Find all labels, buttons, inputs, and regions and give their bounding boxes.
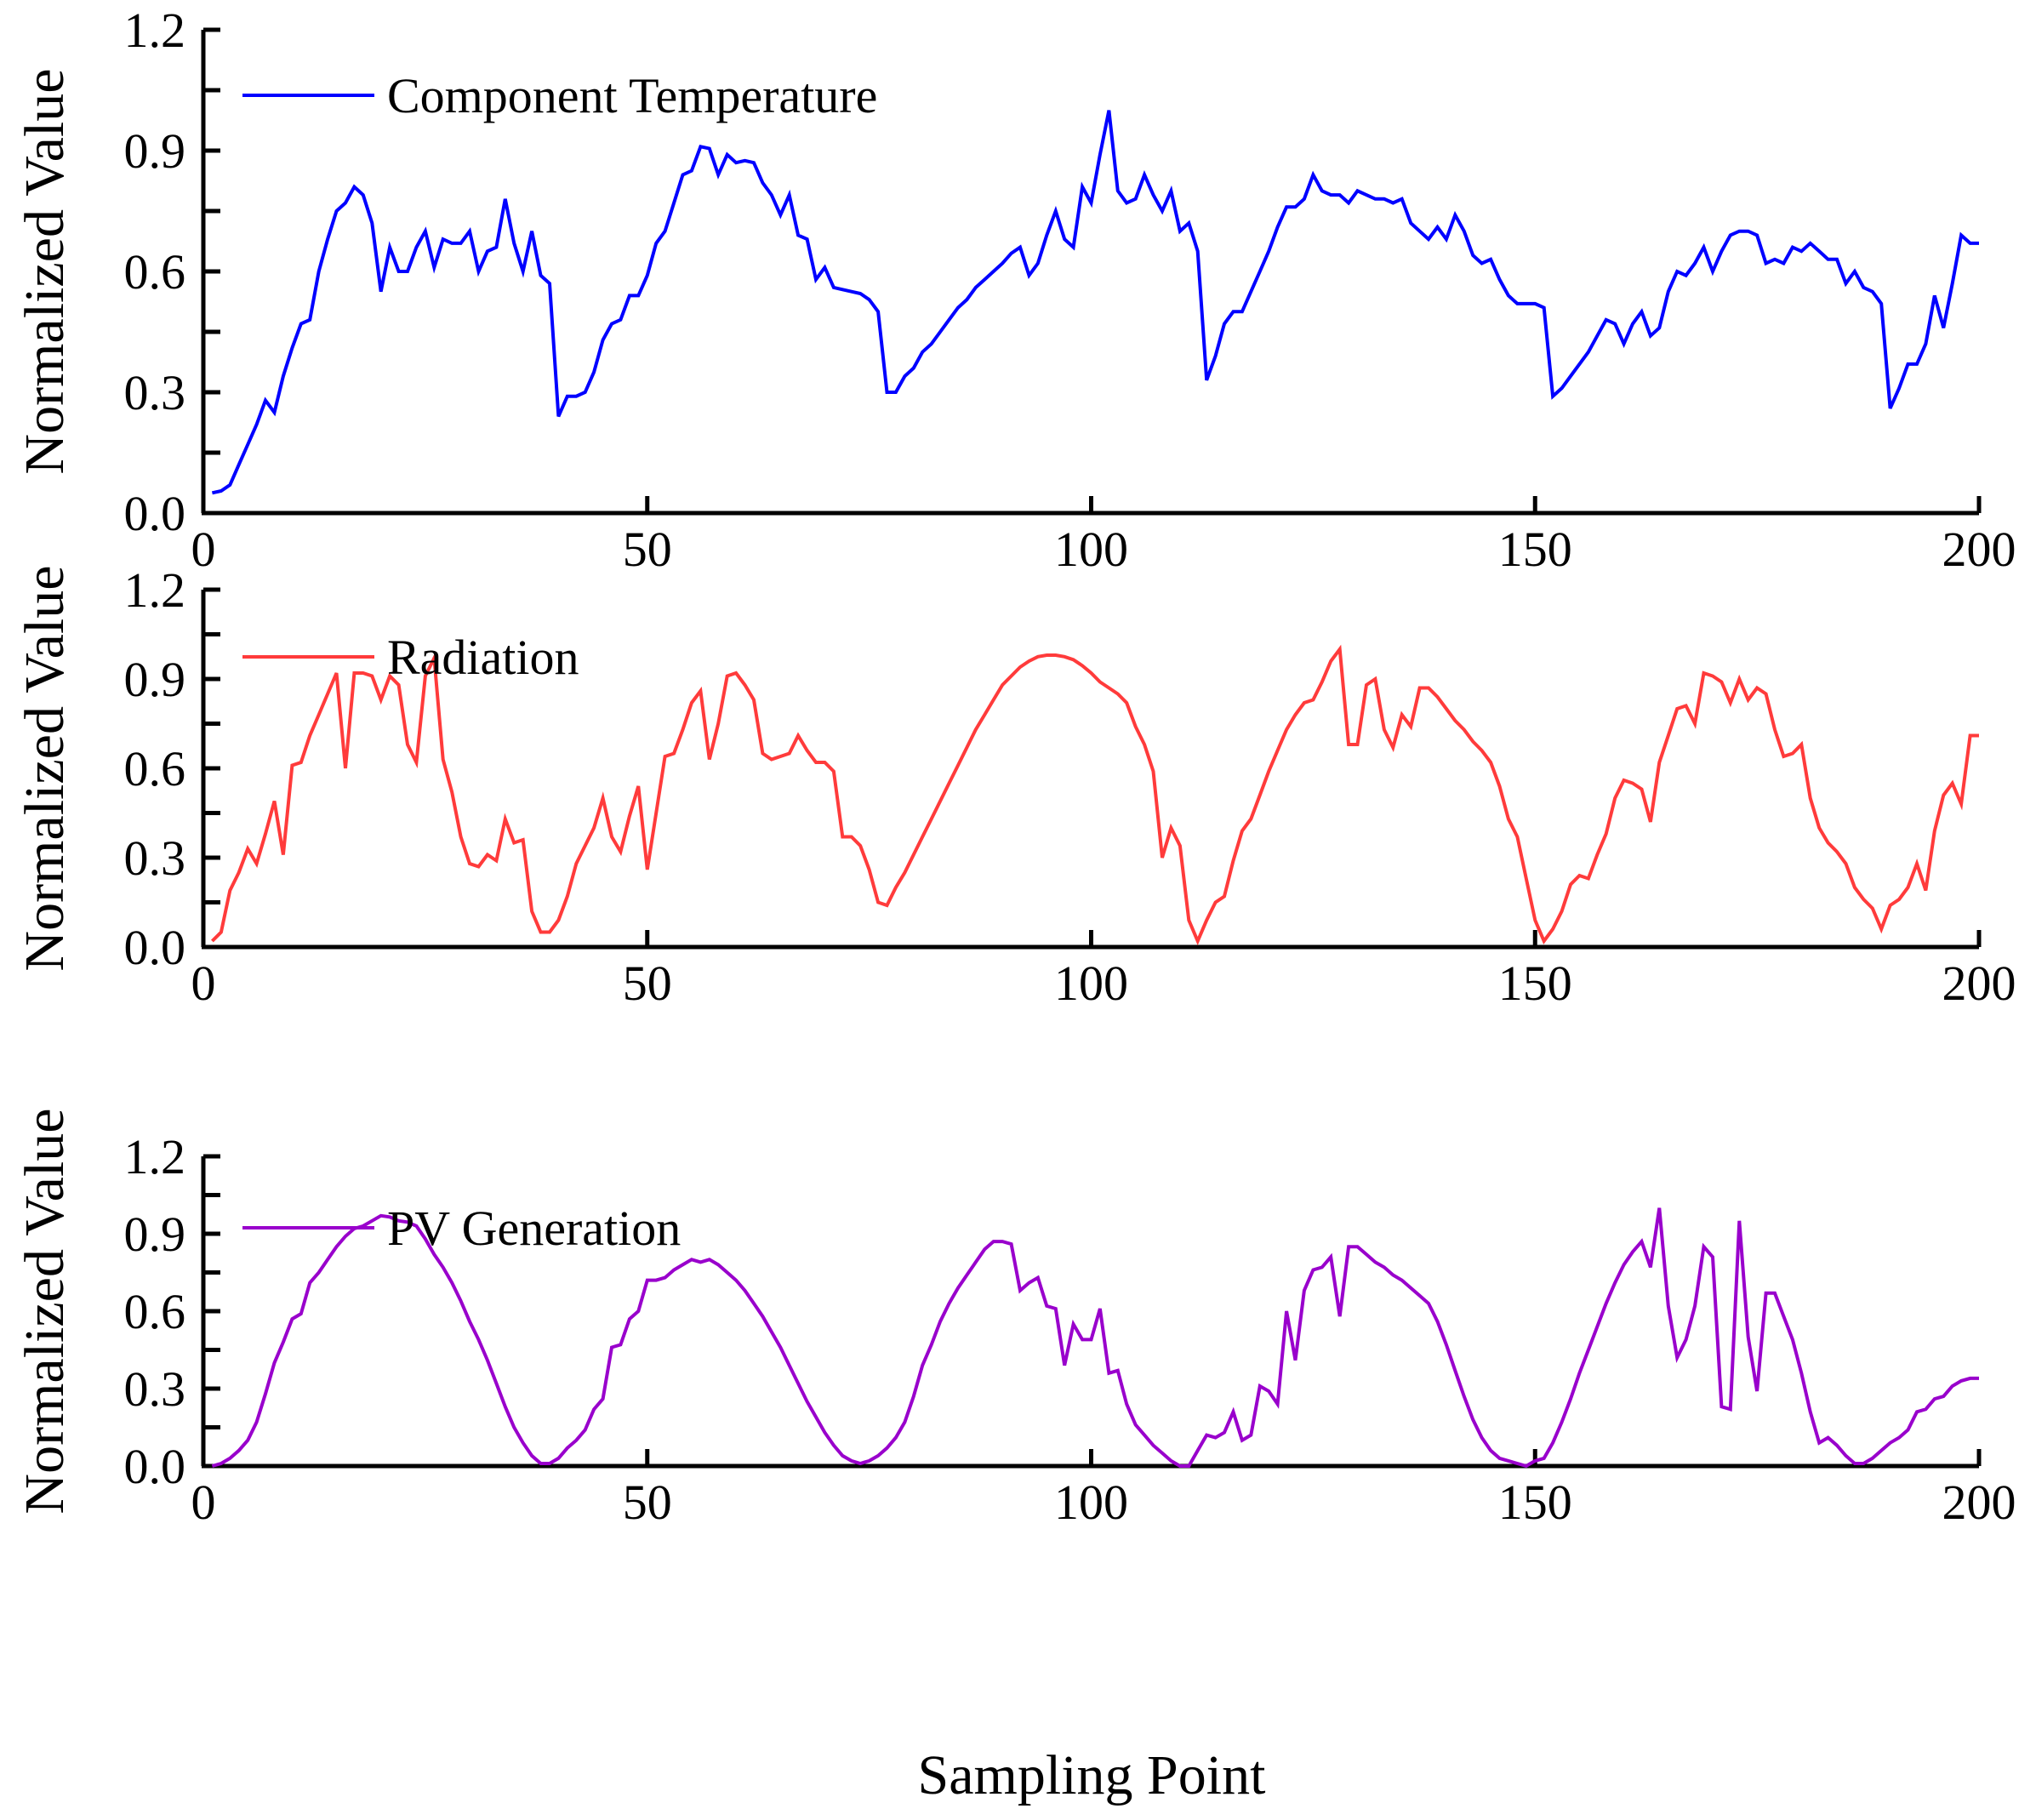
legend-label: Component Temperature — [387, 68, 877, 123]
x-tick-label: 200 — [1942, 1475, 2016, 1530]
x-tick-label: 150 — [1498, 1475, 1572, 1530]
y-tick-label: 0.6 — [124, 741, 186, 796]
legend-label: PV Generation — [387, 1201, 681, 1256]
x-tick-label: 100 — [1054, 1475, 1128, 1530]
series-line-radiation — [210, 644, 1979, 946]
y-tick-label: 0.0 — [124, 1439, 186, 1494]
legend: PV Generation — [242, 1201, 681, 1256]
legend-label: Radiation — [387, 630, 579, 685]
x-tick-label: 100 — [1054, 956, 1128, 1011]
legend: Radiation — [242, 630, 579, 685]
y-tick-label: 0.0 — [124, 920, 186, 975]
y-tick-label: 1.2 — [124, 1129, 186, 1184]
legend: Component Temperature — [242, 68, 877, 123]
y-tick-label: 0.0 — [124, 486, 186, 541]
x-axis-label: Sampling Point — [918, 1744, 1266, 1806]
y-axis-label: Normalized Value — [14, 565, 76, 971]
chart-panel-1: 0.0 0.3 0.6 0.9 1.2 0 50 100 150 200 Normalized Va… — [14, 3, 2016, 577]
y-axis-label: Normalized Value — [14, 1108, 76, 1514]
x-tick-label: 0 — [191, 522, 216, 577]
y-tick-label: 0.6 — [124, 244, 186, 300]
x-tick-label: 150 — [1498, 956, 1572, 1011]
y-tick-label: 0.9 — [124, 1207, 186, 1262]
y-tick-label: 0.9 — [124, 123, 186, 179]
x-tick-label: 50 — [623, 956, 672, 1011]
x-tick-label: 0 — [191, 956, 216, 1011]
x-tick-label: 0 — [191, 1475, 216, 1530]
y-tick-label: 0.9 — [124, 652, 186, 707]
x-tick-label: 50 — [623, 1475, 672, 1530]
x-tick-label: 200 — [1942, 956, 2016, 1011]
series-line-component-temperature — [211, 110, 1979, 495]
y-tick-label: 0.3 — [124, 1361, 186, 1417]
chart-panel-2: 0.0 0.3 0.6 0.9 1.2 0 50 100 150 200 Normalized Va… — [14, 562, 2016, 1011]
x-tick-label: 200 — [1942, 522, 2016, 577]
y-axis-label: Normalized Value — [14, 68, 76, 474]
series-line-pv-generation — [211, 1207, 1979, 1469]
y-tick-label: 0.3 — [124, 830, 186, 886]
x-tick-label: 100 — [1054, 522, 1128, 577]
x-tick-label: 150 — [1498, 522, 1572, 577]
y-tick-label: 1.2 — [124, 562, 186, 618]
y-tick-label: 0.6 — [124, 1284, 186, 1339]
y-tick-label: 1.2 — [124, 3, 186, 58]
y-tick-label: 0.3 — [124, 365, 186, 420]
chart-panel-3: 0.0 0.3 0.6 0.9 1.2 0 50 100 150 200 Normalized Va… — [14, 1108, 2016, 1530]
x-tick-label: 50 — [623, 522, 672, 577]
